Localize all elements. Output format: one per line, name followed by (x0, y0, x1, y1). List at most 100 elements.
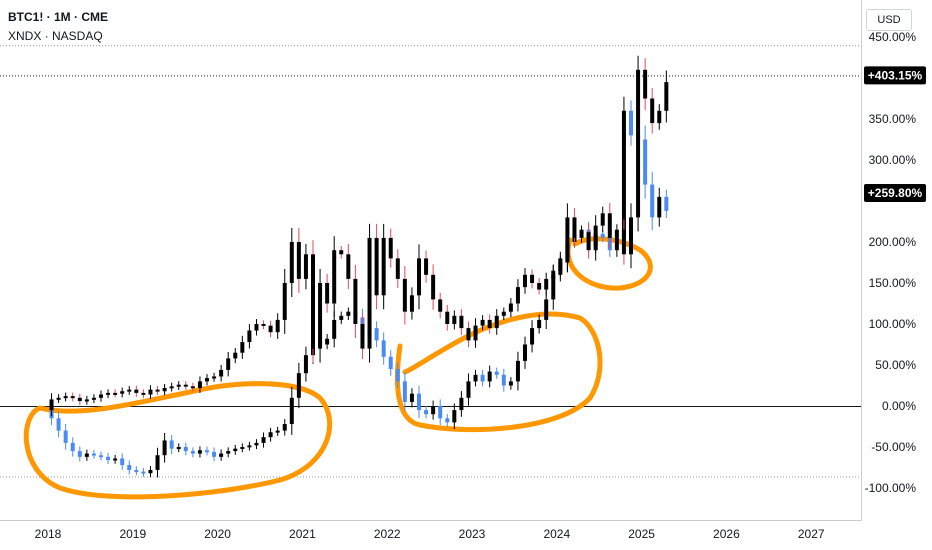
xndx-candle (169, 440, 174, 449)
xndx-candle (643, 139, 648, 185)
xndx-candle (183, 447, 188, 452)
xndx-candle (537, 319, 542, 329)
btc-candle (600, 213, 605, 226)
btc-candle (515, 287, 520, 304)
xndx-candle (99, 455, 103, 458)
currency-button[interactable]: USD (866, 9, 912, 31)
xndx-candle (445, 418, 450, 423)
btc-candle (99, 394, 103, 398)
y-tick-label: 150.00% (869, 276, 917, 290)
btc-candle (169, 386, 174, 389)
price-scale[interactable] (862, 0, 932, 520)
xndx-candle (388, 356, 393, 370)
btc-candle (113, 392, 118, 395)
btc-candle (367, 237, 372, 349)
btc-candle (127, 389, 132, 392)
btc-candle (360, 324, 365, 349)
y-tick-label: 350.00% (869, 112, 917, 126)
chart-legend[interactable]: BTC1! · 1M · CME XNDX · NASDAQ (8, 8, 108, 46)
xndx-candle (155, 455, 160, 470)
btc-candle (353, 278, 358, 324)
xndx-candle (629, 110, 633, 136)
btc-candle (395, 258, 400, 279)
xndx-candle (487, 371, 492, 382)
price-badges: +403.15% +259.80% (864, 66, 926, 202)
xndx-candle (402, 381, 407, 402)
btc-candle (148, 389, 153, 395)
xndx-candle (459, 397, 464, 411)
xndx-candle (219, 453, 224, 457)
xndx-candle (621, 110, 626, 238)
xndx-candle (91, 453, 96, 456)
btc-candle (537, 283, 542, 290)
xndx-candle (515, 360, 520, 382)
xndx-candle (417, 393, 421, 411)
btc-candle (381, 237, 386, 296)
y-tick-label: 200.00% (869, 235, 917, 249)
xndx-candle (438, 406, 443, 419)
btc-candle (289, 242, 294, 283)
xndx-candle (254, 442, 259, 446)
btc-candle (636, 69, 641, 218)
xndx-candle (494, 371, 499, 375)
btc-candle (572, 217, 577, 238)
btc-candle (190, 386, 195, 389)
xndx-candle (466, 381, 471, 398)
xndx-candle (339, 315, 344, 320)
btc-candle (254, 324, 259, 331)
btc-candle (141, 392, 146, 395)
btc-candle (409, 295, 414, 312)
btc-candle (296, 242, 301, 279)
xndx-candle (346, 311, 351, 316)
btc-candle (473, 325, 478, 341)
xndx-candle (409, 393, 414, 402)
btc-candle (388, 237, 393, 259)
y-tick-label: 50.00% (875, 358, 916, 372)
btc-candle (120, 391, 125, 394)
xndx-candle (226, 451, 231, 454)
xndx-candle (544, 299, 549, 320)
x-tick-label: 2023 (459, 527, 486, 541)
btc-candle (318, 283, 323, 349)
btc-candle (56, 397, 61, 400)
btc-candle (480, 319, 485, 326)
btc-candle (657, 110, 662, 124)
xndx-candle (106, 456, 111, 461)
btc-candle (607, 213, 612, 238)
btc-candle (579, 232, 584, 238)
btc-candle (197, 381, 202, 388)
xndx-candle (56, 418, 61, 431)
btc-candle (431, 274, 436, 300)
x-tick-label: 2018 (35, 527, 62, 541)
xndx-candle (523, 344, 527, 361)
btc-candle (183, 384, 188, 387)
btc-candle (629, 217, 633, 255)
xndx-candle (120, 458, 125, 466)
x-tick-label: 2026 (713, 527, 740, 541)
xndx-candle (141, 471, 146, 474)
btc-candle (91, 397, 96, 400)
x-axis[interactable]: 2018 2019 2020 2021 2022 2023 2024 2025 2026 2027 (35, 527, 825, 541)
btc-candle (544, 278, 549, 290)
btc-candle (325, 283, 330, 304)
btc-candle (466, 328, 471, 341)
btc-candle (339, 250, 344, 255)
xndx-candle (190, 451, 195, 454)
xndx-candle (148, 469, 153, 474)
legend-compare-symbol[interactable]: XNDX · NASDAQ (8, 29, 103, 43)
xndx-candle (268, 432, 273, 438)
btc-candle (332, 250, 337, 304)
xndx-candle (325, 338, 330, 345)
btc-candle (49, 399, 54, 411)
xndx-candle (205, 450, 209, 453)
price-badge (864, 66, 926, 85)
btc-candle (593, 225, 598, 251)
xndx-candle (77, 451, 82, 457)
xndx-candle (424, 410, 429, 415)
legend-main-symbol[interactable]: BTC1! · 1M · CME (8, 10, 108, 24)
x-tick-label: 2025 (628, 527, 655, 541)
xndx-candle (275, 430, 280, 433)
xndx-candle (134, 469, 139, 472)
xndx-candle (501, 374, 506, 386)
